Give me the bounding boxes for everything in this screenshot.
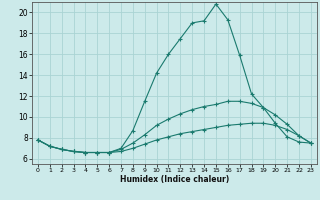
X-axis label: Humidex (Indice chaleur): Humidex (Indice chaleur) — [120, 175, 229, 184]
